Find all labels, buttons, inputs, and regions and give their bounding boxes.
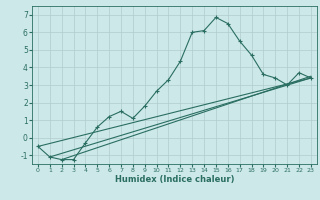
X-axis label: Humidex (Indice chaleur): Humidex (Indice chaleur) — [115, 175, 234, 184]
